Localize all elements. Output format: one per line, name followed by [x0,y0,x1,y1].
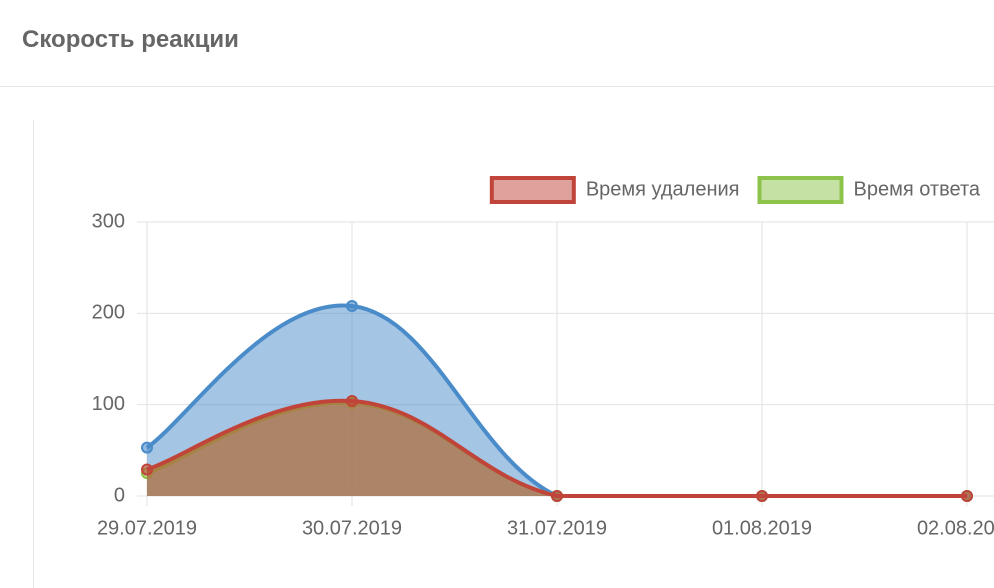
x-tick-label: 30.07.2019 [302,517,402,539]
point [346,395,358,408]
point [756,490,768,502]
point [346,300,358,313]
x-tick-label: 01.08.2019 [712,517,812,539]
x-tick-label: 29.07.2019 [97,517,197,539]
point [551,490,563,502]
y-tick-label: 300 [92,210,125,232]
point [961,490,973,502]
legend-label: Время удаления [586,178,740,200]
chart-panel [33,120,994,588]
y-tick-label: 200 [92,302,125,324]
area-fill [147,400,967,496]
point [141,463,153,476]
legend-swatch [489,176,576,204]
legend-label: Время ответа [854,178,981,200]
legend-swatch [757,176,844,204]
card-header: Скорость реакции [0,0,994,87]
y-tick-label: 100 [92,393,125,415]
x-tick-label: 02.08.2019 [917,517,994,539]
y-tick-label: 0 [114,484,125,506]
point [141,441,153,454]
x-tick-label: 31.07.2019 [507,517,607,539]
card-title: Скорость реакции [22,26,239,53]
